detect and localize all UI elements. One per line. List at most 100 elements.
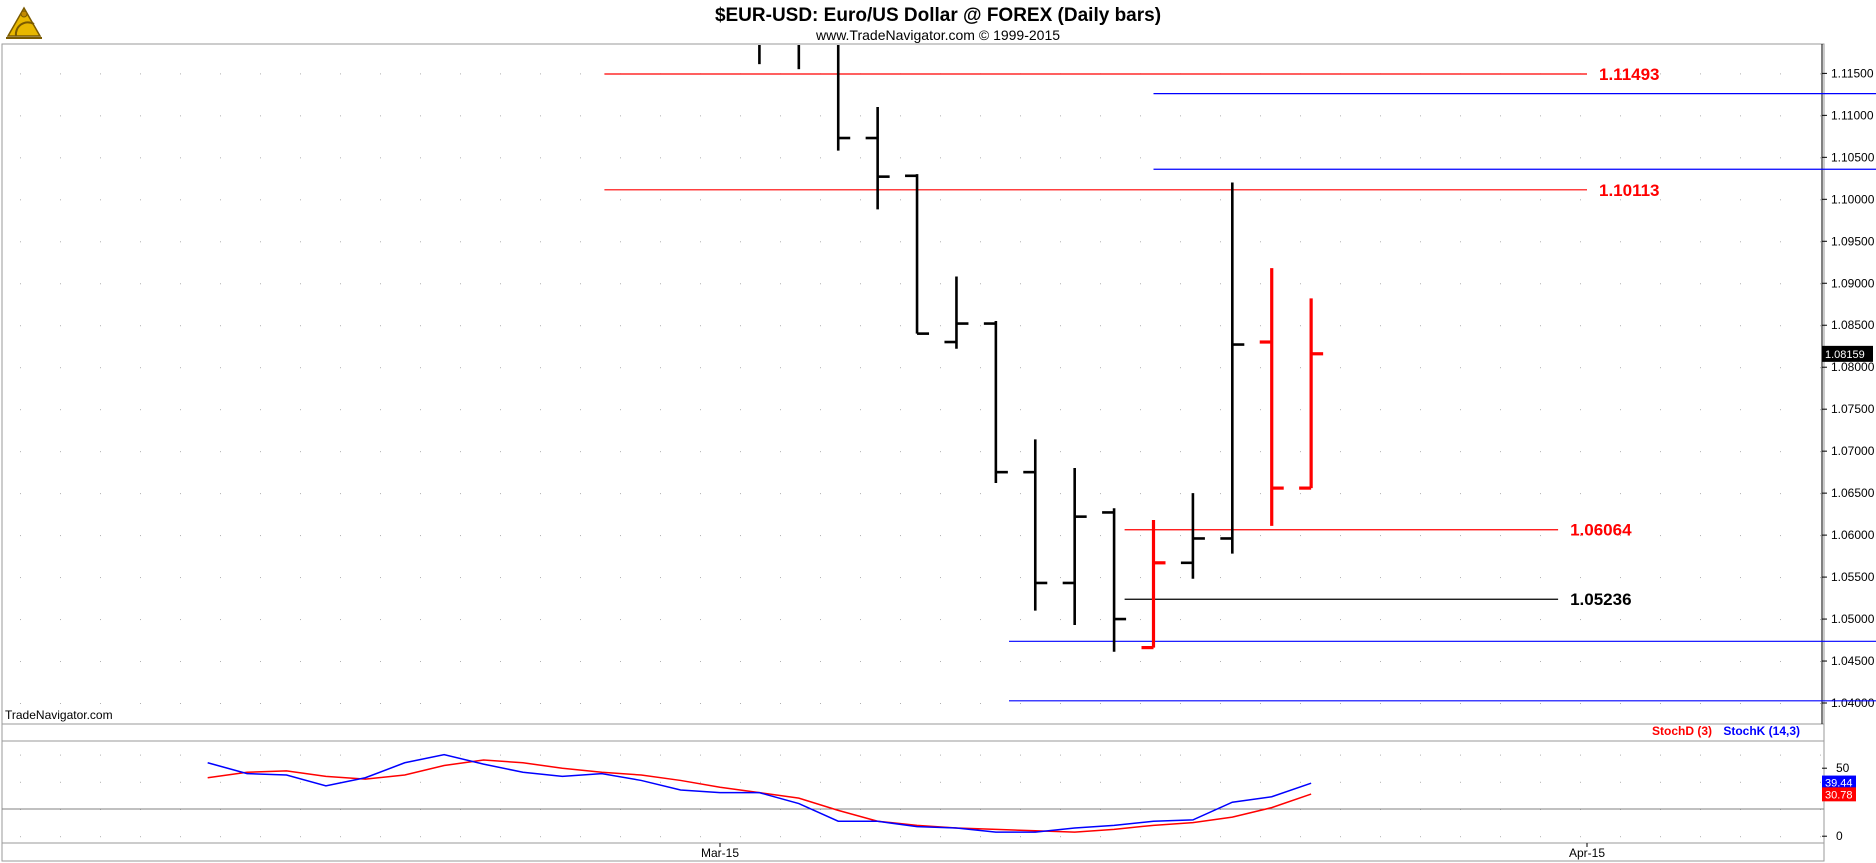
grid-dot (1500, 199, 1501, 201)
grid-dot (1100, 535, 1101, 537)
grid-dot (1620, 754, 1621, 756)
grid-dot (1020, 754, 1021, 756)
grid-dot (820, 367, 821, 369)
grid-dot (1540, 836, 1541, 838)
grid-dot (60, 241, 61, 243)
grid-dot (1180, 199, 1181, 201)
grid-dot (20, 241, 21, 243)
grid-dot (1300, 493, 1301, 495)
grid-dot (100, 493, 101, 495)
level-label: 1.06064 (1570, 521, 1632, 540)
x-axis-strip (1, 842, 1825, 862)
grid-dot (1340, 157, 1341, 159)
grid-dot (1740, 325, 1741, 327)
grid-dot (300, 836, 301, 838)
grid-dot (140, 325, 141, 327)
grid-dot (180, 619, 181, 621)
grid-dot (700, 157, 701, 159)
grid-dot (1620, 703, 1621, 705)
grid-dot (1460, 577, 1461, 579)
grid-dot (460, 577, 461, 579)
grid-dot (220, 325, 221, 327)
grid-dot (1220, 325, 1221, 327)
grid-dot (1340, 535, 1341, 537)
grid-dot (700, 115, 701, 117)
price-tick-label: 1.10000 (1831, 192, 1875, 206)
grid-dot (1820, 619, 1821, 621)
grid-dot (1180, 781, 1181, 783)
grid-dot (1380, 619, 1381, 621)
grid-dot (1380, 367, 1381, 369)
grid-dot (1260, 451, 1261, 453)
grid-dot (1060, 451, 1061, 453)
grid-dot (1660, 325, 1661, 327)
grid-dot (620, 199, 621, 201)
grid-dot (500, 73, 501, 75)
grid-dot (1460, 451, 1461, 453)
grid-dot (220, 115, 221, 117)
grid-dot (860, 619, 861, 621)
grid-dot (780, 619, 781, 621)
chart-title: $EUR-USD: Euro/US Dollar @ FOREX (Daily … (715, 5, 1161, 26)
grid-dot (700, 535, 701, 537)
grid-dot (500, 283, 501, 285)
grid-dot (1660, 577, 1661, 579)
grid-dot (380, 115, 381, 117)
grid-dot (1580, 661, 1581, 663)
grid-dot (1540, 619, 1541, 621)
grid-dot (1020, 157, 1021, 159)
grid-dot (900, 325, 901, 327)
grid-dot (1380, 661, 1381, 663)
grid-dot (1740, 781, 1741, 783)
grid-dot (1460, 283, 1461, 285)
grid-dot (860, 836, 861, 838)
grid-dot (140, 836, 141, 838)
grid-dot (1060, 661, 1061, 663)
grid-dot (260, 115, 261, 117)
grid-dot (1540, 325, 1541, 327)
grid-dot (980, 781, 981, 783)
grid-dot (1580, 115, 1581, 117)
grid-dot (220, 619, 221, 621)
grid-dot (1500, 115, 1501, 117)
grid-dot (1100, 325, 1101, 327)
grid-dot (1780, 493, 1781, 495)
grid-dot (1140, 199, 1141, 201)
grid-dot (1700, 115, 1701, 117)
grid-dot (1540, 661, 1541, 663)
grid-dot (1100, 836, 1101, 838)
grid-dot (900, 661, 901, 663)
grid-dot (180, 199, 181, 201)
grid-dot (1700, 451, 1701, 453)
grid-dot (1420, 493, 1421, 495)
grid-dot (820, 451, 821, 453)
grid-dot (700, 241, 701, 243)
grid-dot (1140, 283, 1141, 285)
grid-dot (1260, 283, 1261, 285)
grid-dot (500, 157, 501, 159)
grid-dot (1340, 199, 1341, 201)
grid-dot (740, 577, 741, 579)
grid-dot (1180, 619, 1181, 621)
grid-dot (1420, 451, 1421, 453)
grid-dot (1420, 661, 1421, 663)
grid-dot (300, 661, 301, 663)
grid-dot (1180, 703, 1181, 705)
grid-dot (1260, 409, 1261, 411)
grid-dot (1340, 661, 1341, 663)
grid-dot (620, 451, 621, 453)
grid-dot (900, 283, 901, 285)
grid-dot (540, 493, 541, 495)
grid-dot (900, 115, 901, 117)
grid-dot (1380, 493, 1381, 495)
level-label: 1.10113 (1599, 181, 1660, 200)
stoch-d-badge (1822, 787, 1856, 802)
grid-dot (60, 73, 61, 75)
grid-dot (1780, 409, 1781, 411)
grid-dot (420, 535, 421, 537)
grid-dot (20, 619, 21, 621)
legend-stoch-k: StochK (14,3) (1723, 724, 1800, 738)
grid-dot (660, 754, 661, 756)
grid-dot (1060, 115, 1061, 117)
grid-dot (1060, 703, 1061, 705)
